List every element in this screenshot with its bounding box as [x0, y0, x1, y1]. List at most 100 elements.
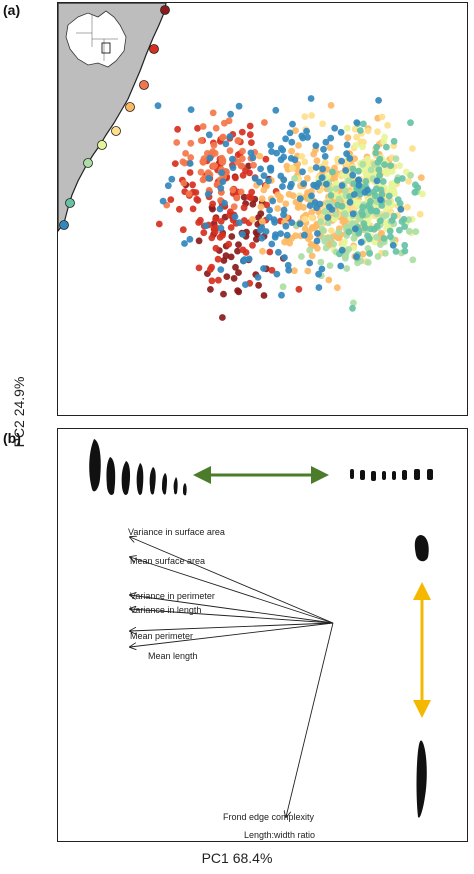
- scatter-point: [384, 122, 391, 129]
- scatter-point: [222, 140, 230, 148]
- scatter-point: [249, 216, 256, 223]
- loading-labels: Variance in surface area Mean surface are…: [128, 527, 315, 840]
- scatter-point: [374, 253, 382, 260]
- scatter-point: [328, 206, 336, 213]
- scatter-point: [308, 192, 315, 200]
- scatter-point: [234, 158, 242, 166]
- scatter-point: [392, 155, 400, 163]
- scatter-point: [197, 168, 205, 176]
- loadings-plot: Variance in surface area Mean surface are…: [89, 439, 433, 840]
- scatter-point: [330, 240, 338, 248]
- panel-a: [57, 2, 468, 416]
- scatter-point: [327, 134, 335, 142]
- scatter-point: [211, 149, 219, 157]
- scatter-point: [286, 129, 294, 137]
- scatter-point: [322, 138, 330, 146]
- scatter-point: [168, 175, 176, 183]
- scatter-point: [272, 106, 280, 114]
- scatter-point: [319, 120, 326, 128]
- scatter-point: [291, 156, 299, 164]
- scatter-point: [419, 190, 426, 198]
- scatter-point: [249, 241, 256, 249]
- scatter-point: [235, 269, 242, 276]
- loading-vector-line: [130, 622, 334, 631]
- scatter-point: [334, 201, 342, 209]
- scatter-point: [269, 197, 277, 205]
- scatter-point: [335, 228, 342, 236]
- scatter-point: [232, 263, 239, 271]
- scatter-point: [321, 237, 329, 245]
- scatter-point: [288, 138, 296, 146]
- scatter-point: [350, 234, 358, 242]
- scatter-point: [288, 219, 296, 227]
- scatter-point: [396, 226, 403, 234]
- scatter-point: [204, 169, 212, 177]
- scatter-point: [257, 203, 265, 211]
- scatter-point: [313, 237, 321, 245]
- scatter-point: [258, 218, 266, 225]
- scatter-point: [187, 106, 195, 113]
- loading-vector-label: Length:width ratio: [244, 830, 315, 840]
- scatter-point: [261, 119, 268, 126]
- scatter-point: [338, 182, 346, 189]
- panel-b: Variance in surface area Mean surface are…: [57, 428, 468, 842]
- scatter-point: [304, 133, 311, 141]
- scatter-point: [227, 110, 235, 118]
- scatter-point: [308, 225, 316, 232]
- scatter-point: [301, 113, 309, 120]
- loading-vector-line: [130, 609, 334, 624]
- scatter-point: [342, 211, 349, 219]
- scatter-point: [278, 291, 285, 299]
- scatter-point: [282, 135, 289, 143]
- scatter-point: [248, 139, 255, 147]
- scatter-point: [313, 157, 321, 165]
- scatter-point: [255, 281, 262, 289]
- scatter-point: [379, 178, 387, 185]
- site-marker: [125, 102, 135, 112]
- scatter-point: [366, 235, 373, 243]
- scatter-point: [223, 273, 231, 280]
- scatter-point: [159, 197, 167, 205]
- scatter-point: [288, 164, 296, 172]
- scatter-point: [253, 235, 260, 243]
- scatter-point: [339, 218, 347, 225]
- scatter-point: [227, 224, 235, 231]
- scatter-point: [238, 128, 246, 136]
- scatter-point: [209, 200, 217, 208]
- scatter-point: [281, 254, 288, 261]
- site-marker: [65, 198, 75, 208]
- scatter-point: [343, 150, 350, 158]
- scatter-point: [186, 160, 194, 167]
- scatter-point: [240, 204, 248, 212]
- site-marker: [97, 140, 107, 150]
- scatter-point: [390, 137, 398, 145]
- scatter-point: [182, 150, 189, 157]
- scatter-point: [350, 191, 358, 198]
- scatter-point: [300, 180, 308, 188]
- scatter-point: [308, 208, 316, 216]
- scatter-point: [312, 142, 320, 150]
- scatter-point: [326, 234, 334, 242]
- scatter-point: [374, 158, 382, 166]
- scatter-point: [306, 233, 314, 241]
- scatter-point: [326, 262, 334, 269]
- scatter-point: [338, 157, 345, 165]
- scatter-point: [233, 194, 241, 202]
- scatter-point: [383, 143, 390, 151]
- scatter-point: [199, 123, 207, 130]
- scatter-point: [234, 287, 242, 294]
- loading-vector-line: [286, 622, 334, 817]
- scatter-point: [308, 112, 316, 119]
- scatter-point: [225, 240, 233, 248]
- scatter-point: [275, 248, 282, 256]
- scatter-point: [209, 162, 217, 170]
- scatter-point: [328, 227, 335, 235]
- scatter-point: [317, 218, 325, 226]
- scatter-point: [359, 160, 367, 168]
- small-fronds-silhouette: [350, 469, 433, 481]
- scatter-point: [304, 267, 312, 275]
- scatter-point: [298, 253, 305, 260]
- scatter-point: [260, 265, 267, 272]
- scatter-point: [329, 168, 336, 176]
- scatter-point: [256, 226, 264, 234]
